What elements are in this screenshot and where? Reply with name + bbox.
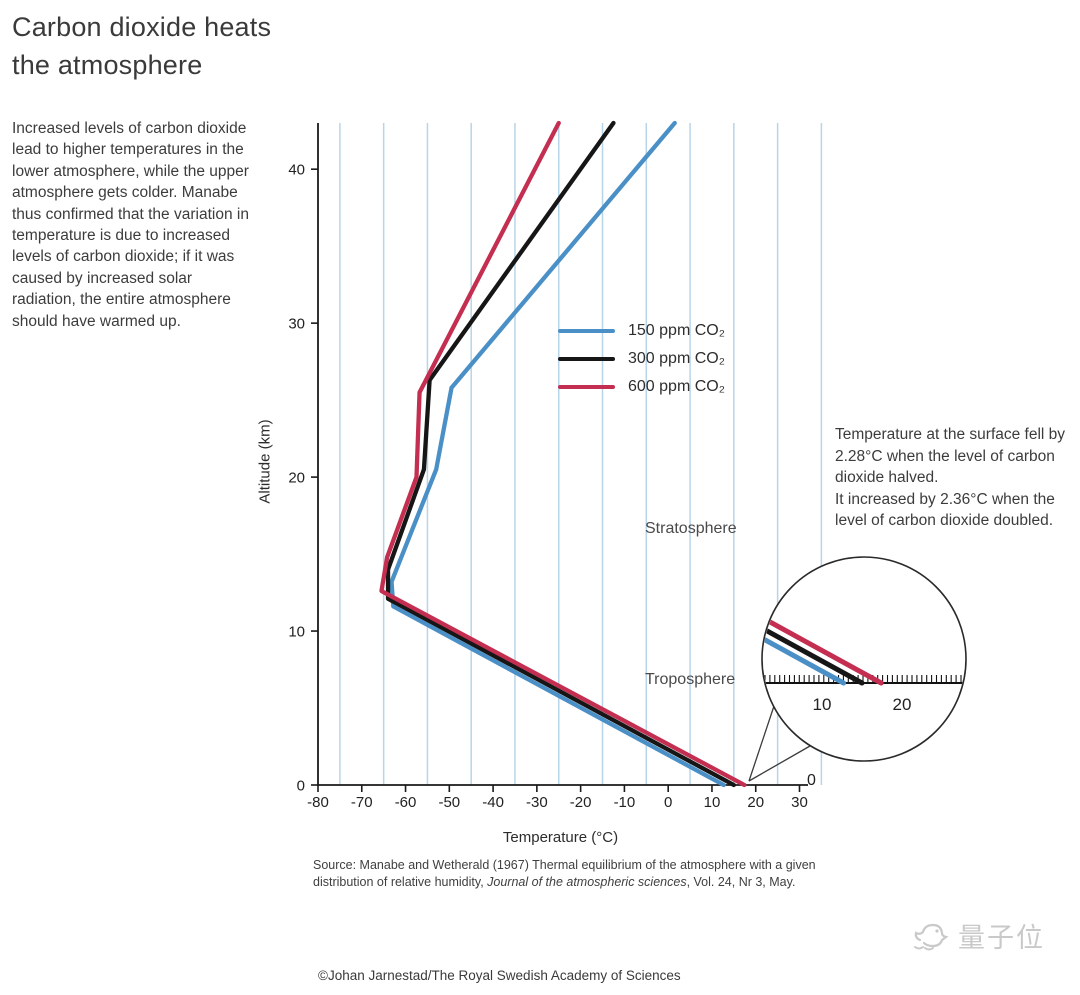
source-line1: Source: Manabe and Wetherald (1967) Ther… [313, 858, 816, 872]
legend-line-swatch [558, 356, 615, 362]
legend-item: 300 ppm CO₂ [558, 345, 725, 373]
watermark-bird-icon [914, 923, 949, 950]
source-note: Source: Manabe and Wetherald (1967) Ther… [313, 857, 853, 890]
x-tick-label: -20 [570, 794, 592, 811]
legend-label: 150 ppm CO₂ [628, 322, 725, 339]
inset-tick-label: 20 [893, 695, 912, 714]
x-tick-label: -30 [526, 794, 548, 811]
x-tick-label: 20 [747, 794, 764, 811]
y-tick-label: 30 [288, 316, 305, 333]
page-title: Carbon dioxide heats the atmosphere [12, 12, 272, 80]
x-tick-label: -10 [614, 794, 636, 811]
legend-label: 600 ppm CO₂ [628, 378, 725, 395]
magnifier-circle [761, 556, 967, 762]
x-tick-label: 10 [704, 794, 721, 811]
x-tick-label: 0 [664, 794, 672, 811]
series-line [389, 120, 726, 788]
magnifier-pointer [748, 745, 811, 782]
inset-tick-label: 10 [813, 695, 832, 714]
copyright-line: ©Johan Jarnestad/The Royal Swedish Acade… [318, 968, 681, 983]
source-journal-name: Journal of the atmospheric sciences [487, 874, 687, 889]
intro-text: Increased levels of carbon dioxide lead … [12, 120, 249, 330]
source-line2-pre: distribution of relative humidity, [313, 874, 488, 889]
x-tick-label: -60 [395, 794, 417, 811]
series-line [379, 120, 747, 788]
legend-label: 300 ppm CO₂ [628, 350, 725, 367]
x-tick-label: -40 [482, 794, 504, 811]
watermark-text: 量子位 [958, 923, 1045, 954]
annotation-text: Temperature at the surface fell by 2.28°… [835, 426, 1066, 529]
magnifier-background [762, 557, 966, 761]
legend: 150 ppm CO₂ 300 ppm CO₂ 600 ppm CO₂ [558, 317, 725, 401]
stratosphere-label: Stratosphere [645, 520, 737, 537]
x-tick-label: -70 [351, 794, 373, 811]
x-tick-label: -50 [438, 794, 460, 811]
series-line [385, 120, 736, 788]
y-tick-label: 20 [288, 470, 305, 487]
source-line2-post: , Vol. 24, Nr 3, May. [686, 874, 796, 889]
inset-series-line [763, 584, 865, 686]
inset-series-line [763, 584, 847, 686]
y-tick-label: 40 [288, 162, 305, 179]
magnifier-pointer [748, 705, 775, 782]
troposphere-label: Troposphere [645, 671, 736, 688]
inset-series-line [763, 584, 884, 686]
legend-item: 150 ppm CO₂ [558, 317, 725, 345]
legend-line-swatch [558, 328, 615, 334]
legend-line-swatch [558, 384, 615, 390]
legend-item: 600 ppm CO₂ [558, 373, 725, 401]
y-axis-label: Altitude (km) [256, 419, 274, 504]
x-tick-label: 30 [791, 794, 808, 811]
surface-zero-label: 0 [807, 772, 816, 789]
y-tick-label: 0 [297, 778, 305, 795]
x-tick-label: -80 [307, 794, 329, 811]
x-axis-label: Temperature (°C) [502, 829, 619, 846]
y-tick-label: 10 [288, 624, 305, 641]
watermark: 量子位 [912, 916, 1045, 955]
